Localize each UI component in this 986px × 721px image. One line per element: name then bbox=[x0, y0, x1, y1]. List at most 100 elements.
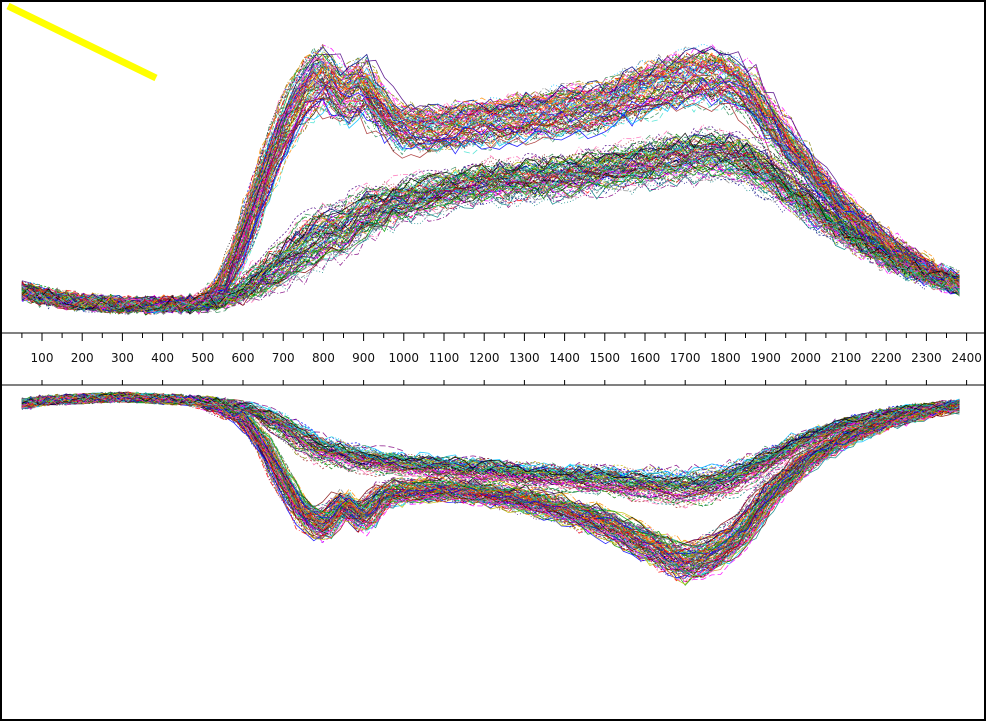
spectrum-trace bbox=[21, 393, 960, 482]
spectrum-trace bbox=[21, 127, 960, 313]
spectrum-trace bbox=[21, 393, 960, 574]
spectrum-trace bbox=[21, 44, 960, 311]
spectrum-trace bbox=[21, 150, 960, 314]
spectrum-trace bbox=[21, 392, 960, 574]
x-tick-label: 500 bbox=[191, 351, 214, 365]
spectrum-trace bbox=[21, 392, 960, 583]
spectrum-trace bbox=[21, 393, 960, 579]
spectrum-trace bbox=[21, 51, 960, 313]
spectrum-trace bbox=[21, 138, 960, 312]
spectrum-trace bbox=[21, 138, 960, 312]
spectrum-trace bbox=[21, 393, 960, 572]
spectrum-trace bbox=[21, 171, 960, 315]
spectrum-trace bbox=[21, 74, 960, 314]
spectrum-trace bbox=[21, 173, 960, 315]
spectrum-trace bbox=[21, 160, 960, 312]
spectrum-trace bbox=[21, 394, 960, 555]
spectrum-trace bbox=[21, 49, 960, 313]
spectrum-trace bbox=[21, 147, 960, 313]
spectrum-trace bbox=[21, 151, 960, 314]
spectrum-trace bbox=[21, 75, 960, 315]
spectrum-trace bbox=[21, 391, 960, 565]
spectrum-trace bbox=[21, 392, 960, 573]
spectrum-trace bbox=[21, 393, 960, 578]
spectrum-trace bbox=[21, 394, 960, 491]
upper-spectra-panel bbox=[21, 43, 960, 316]
spectrum-trace bbox=[21, 391, 960, 487]
spectrum-trace bbox=[21, 392, 960, 492]
spectrum-trace bbox=[21, 392, 960, 555]
x-tick-label: 1100 bbox=[429, 351, 460, 365]
spectrum-trace bbox=[21, 394, 960, 571]
x-tick-label: 1300 bbox=[509, 351, 540, 365]
spectrum-trace bbox=[21, 392, 960, 561]
spectrum-trace bbox=[21, 393, 960, 582]
spectrum-trace bbox=[21, 394, 960, 497]
x-axis-ticks: 100 200 300 400 500 600 700 800 900 1000 1100 1200 1… bbox=[21, 333, 982, 385]
spectrum-trace bbox=[21, 393, 960, 567]
spectrum-trace bbox=[21, 56, 960, 309]
spectrum-trace bbox=[21, 393, 960, 569]
spectrum-trace bbox=[21, 43, 960, 313]
x-tick-label: 100 bbox=[31, 351, 54, 365]
x-tick-label: 200 bbox=[71, 351, 94, 365]
lower-derivative-panel bbox=[21, 391, 960, 586]
spectrum-trace bbox=[21, 89, 960, 311]
spectrum-trace bbox=[21, 46, 960, 311]
spectrum-trace bbox=[21, 393, 960, 498]
spectrum-trace bbox=[21, 71, 960, 314]
spectrum-trace bbox=[21, 392, 960, 569]
spectrum-trace bbox=[21, 75, 960, 313]
x-tick-label: 1500 bbox=[590, 351, 621, 365]
x-tick-label: 2300 bbox=[911, 351, 942, 365]
spectrum-trace bbox=[21, 134, 960, 312]
spectrum-trace bbox=[21, 64, 960, 312]
x-tick-label: 1000 bbox=[389, 351, 420, 365]
spectrum-trace bbox=[21, 392, 960, 557]
spectrum-trace bbox=[21, 56, 960, 310]
spectrum-trace bbox=[21, 392, 960, 575]
spectrum-trace bbox=[21, 74, 960, 312]
spectrum-trace bbox=[21, 392, 960, 507]
spectrum-trace bbox=[21, 392, 960, 496]
spectrum-trace bbox=[21, 138, 960, 313]
spectrum-trace bbox=[21, 392, 960, 509]
x-tick-label: 700 bbox=[272, 351, 295, 365]
spectrum-trace bbox=[21, 393, 960, 574]
spectrum-trace bbox=[21, 393, 960, 557]
x-tick-label: 1600 bbox=[630, 351, 661, 365]
spectrum-trace bbox=[21, 100, 960, 316]
x-axis bbox=[2, 332, 984, 386]
spectrum-trace bbox=[21, 160, 960, 313]
spectrum-trace bbox=[21, 392, 960, 579]
spectrum-trace bbox=[21, 393, 960, 579]
x-tick-label: 800 bbox=[312, 351, 335, 365]
spectrum-trace bbox=[21, 392, 960, 500]
spectrum-trace bbox=[21, 83, 960, 314]
x-tick-label: 2400 bbox=[951, 351, 982, 365]
spectrum-trace bbox=[21, 393, 960, 485]
yellow-diagonal-line bbox=[6, 2, 158, 82]
x-tick-label: 2200 bbox=[871, 351, 902, 365]
x-tick-label: 600 bbox=[232, 351, 255, 365]
spectrum-trace bbox=[21, 393, 960, 504]
x-tick-label: 1800 bbox=[710, 351, 741, 365]
x-tick-label: 300 bbox=[111, 351, 134, 365]
spectrum-trace bbox=[21, 164, 960, 315]
spectrum-trace bbox=[21, 132, 960, 309]
spectrum-trace bbox=[21, 92, 960, 314]
spectrum-trace bbox=[21, 156, 960, 314]
spectrum-trace bbox=[21, 392, 960, 481]
x-tick-label: 900 bbox=[352, 351, 375, 365]
spectrum-trace bbox=[21, 89, 960, 313]
x-tick-label: 1200 bbox=[469, 351, 500, 365]
x-tick-label: 1900 bbox=[750, 351, 781, 365]
x-tick-label: 1400 bbox=[549, 351, 580, 365]
spectrum-trace bbox=[21, 393, 960, 482]
x-tick-label: 400 bbox=[151, 351, 174, 365]
spectrum-trace bbox=[21, 392, 960, 575]
spectrum-trace bbox=[21, 125, 960, 313]
spectrum-trace bbox=[21, 392, 960, 555]
